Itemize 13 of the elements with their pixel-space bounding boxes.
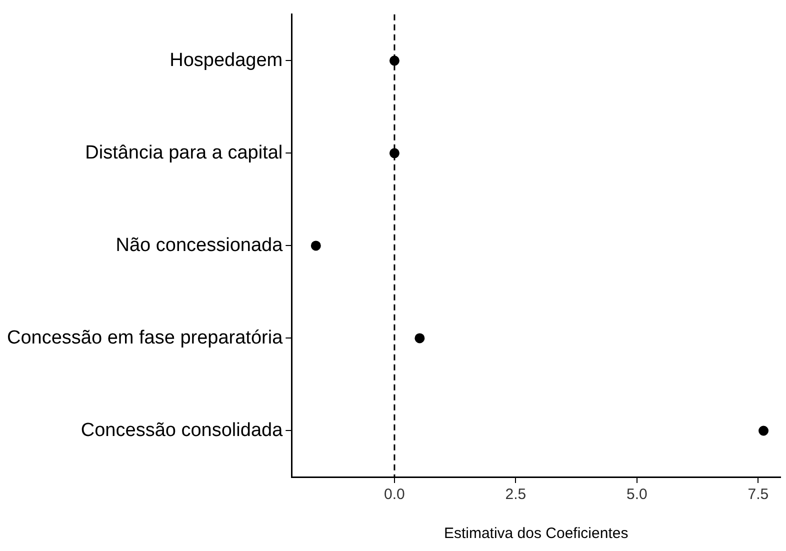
x-axis-title: Estimativa dos Coeficientes [444, 525, 628, 542]
x-tick-label: 2.5 [505, 486, 526, 504]
x-tick-label: 7.5 [748, 486, 769, 504]
x-tick-label: 5.0 [626, 486, 648, 504]
y-tick-label: Distância para a capital [85, 142, 283, 164]
x-tick-label: 0.0 [384, 486, 405, 504]
y-tick-label: Hospedagem [170, 50, 283, 71]
y-tick-label: Não concessionada [116, 234, 284, 256]
point [758, 426, 769, 436]
y-tick-label: Concessão consolidada [80, 420, 284, 441]
y-tick-label: Concessão em fase preparatória [6, 327, 284, 348]
point [414, 333, 425, 344]
point [310, 240, 321, 251]
